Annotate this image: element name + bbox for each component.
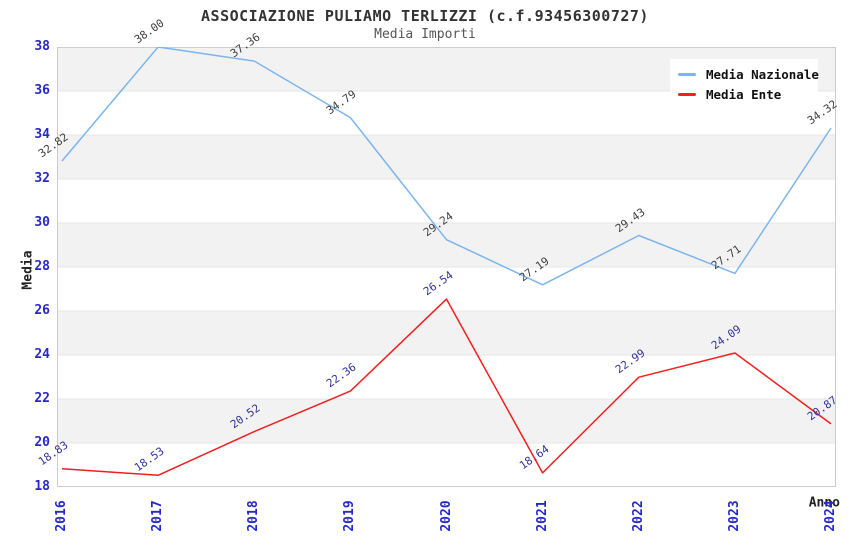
chart-title: ASSOCIAZIONE PULIAMO TERLIZZI (c.f.93456… bbox=[201, 7, 649, 25]
y-band bbox=[57, 311, 836, 355]
legend-swatch-media-ente bbox=[678, 92, 696, 96]
legend-item-media-ente[interactable]: Media Ente bbox=[678, 84, 810, 104]
y-band bbox=[57, 223, 836, 267]
x-tick-label: 2020 bbox=[438, 500, 454, 532]
x-tick-label: 2023 bbox=[726, 500, 742, 532]
y-tick-label: 24 bbox=[34, 347, 50, 362]
legend-swatch-media-nazionale bbox=[678, 72, 696, 76]
y-tick-label: 30 bbox=[34, 215, 50, 230]
y-tick-label: 26 bbox=[34, 303, 50, 318]
legend-item-media-nazionale[interactable]: Media Nazionale bbox=[678, 64, 819, 84]
x-tick-label: 2016 bbox=[54, 500, 69, 532]
y-tick-label: 22 bbox=[34, 391, 50, 406]
y-tick-label: 36 bbox=[34, 83, 50, 98]
x-axis-title: Anno bbox=[808, 495, 840, 511]
y-tick-label: 28 bbox=[34, 259, 50, 274]
x-tick-label: 2019 bbox=[342, 500, 358, 532]
y-band bbox=[57, 135, 836, 179]
y-tick-label: 32 bbox=[34, 171, 50, 186]
media-nazionale-line bbox=[61, 47, 832, 286]
plot-area bbox=[57, 47, 836, 487]
legend-label-media-nazionale: Media Nazionale bbox=[706, 66, 819, 82]
plot-border bbox=[57, 47, 836, 487]
x-tick-label: 2018 bbox=[246, 500, 262, 532]
y-tick-label: 34 bbox=[34, 127, 50, 142]
x-tick-label: 2024 bbox=[823, 500, 838, 532]
legend-label-media-ente: Media Ente bbox=[706, 86, 782, 102]
chart-subtitle: Media Importi bbox=[374, 27, 476, 42]
x-tick-label: 2022 bbox=[630, 500, 646, 532]
x-tick-label: 2017 bbox=[150, 500, 166, 532]
legend: Media Nazionale Media Ente bbox=[670, 59, 819, 109]
y-band bbox=[57, 399, 836, 443]
y-tick-label: 18 bbox=[34, 479, 50, 494]
media-ente-line bbox=[61, 298, 832, 477]
y-tick-label: 20 bbox=[34, 435, 50, 450]
y-tick-label: 38 bbox=[34, 39, 50, 54]
x-tick-label: 2021 bbox=[534, 500, 550, 532]
